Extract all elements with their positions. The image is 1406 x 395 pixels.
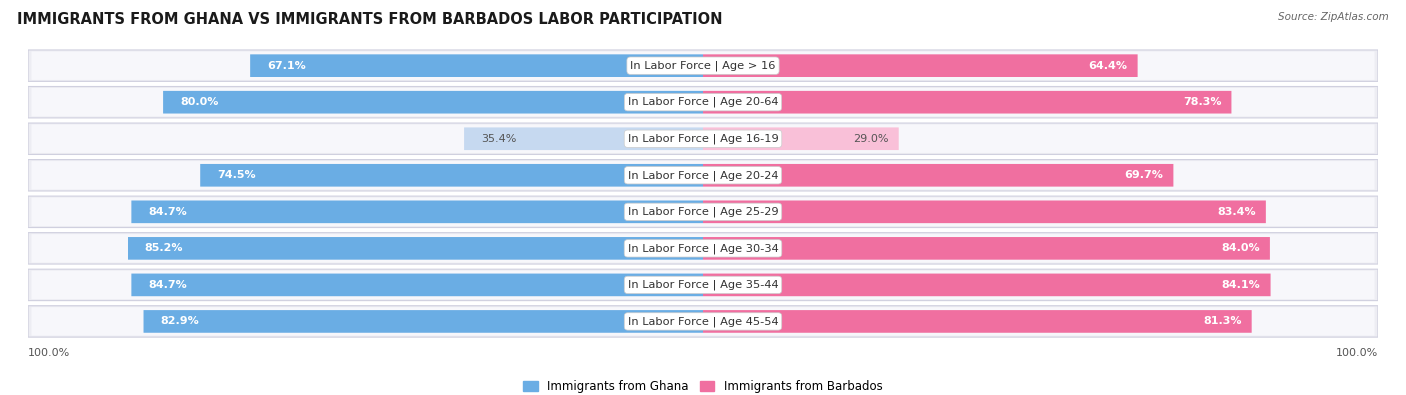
- FancyBboxPatch shape: [128, 237, 703, 260]
- Text: 100.0%: 100.0%: [28, 348, 70, 358]
- FancyBboxPatch shape: [28, 306, 1378, 337]
- FancyBboxPatch shape: [28, 196, 1378, 228]
- Text: 74.5%: 74.5%: [217, 170, 256, 180]
- FancyBboxPatch shape: [131, 201, 703, 223]
- FancyBboxPatch shape: [703, 164, 1174, 186]
- Text: 78.3%: 78.3%: [1182, 97, 1222, 107]
- Text: 29.0%: 29.0%: [853, 134, 889, 144]
- FancyBboxPatch shape: [28, 269, 1378, 301]
- Text: 64.4%: 64.4%: [1088, 61, 1128, 71]
- FancyBboxPatch shape: [31, 271, 1375, 299]
- Text: 35.4%: 35.4%: [481, 134, 516, 144]
- Legend: Immigrants from Ghana, Immigrants from Barbados: Immigrants from Ghana, Immigrants from B…: [519, 376, 887, 395]
- FancyBboxPatch shape: [31, 307, 1375, 336]
- Text: 80.0%: 80.0%: [180, 97, 218, 107]
- FancyBboxPatch shape: [163, 91, 703, 113]
- Text: 82.9%: 82.9%: [160, 316, 200, 326]
- Text: 100.0%: 100.0%: [1336, 348, 1378, 358]
- FancyBboxPatch shape: [28, 50, 1378, 81]
- FancyBboxPatch shape: [703, 128, 898, 150]
- FancyBboxPatch shape: [28, 123, 1378, 154]
- Text: 83.4%: 83.4%: [1218, 207, 1256, 217]
- Text: 69.7%: 69.7%: [1125, 170, 1163, 180]
- FancyBboxPatch shape: [31, 124, 1375, 153]
- FancyBboxPatch shape: [703, 201, 1265, 223]
- Text: IMMIGRANTS FROM GHANA VS IMMIGRANTS FROM BARBADOS LABOR PARTICIPATION: IMMIGRANTS FROM GHANA VS IMMIGRANTS FROM…: [17, 12, 723, 27]
- FancyBboxPatch shape: [200, 164, 703, 186]
- FancyBboxPatch shape: [703, 310, 1251, 333]
- FancyBboxPatch shape: [703, 237, 1270, 260]
- FancyBboxPatch shape: [28, 233, 1378, 264]
- Text: 85.2%: 85.2%: [145, 243, 183, 253]
- FancyBboxPatch shape: [703, 55, 1137, 77]
- FancyBboxPatch shape: [703, 91, 1232, 113]
- Text: 84.7%: 84.7%: [148, 207, 187, 217]
- Text: 84.1%: 84.1%: [1222, 280, 1260, 290]
- FancyBboxPatch shape: [143, 310, 703, 333]
- Text: 84.7%: 84.7%: [148, 280, 187, 290]
- FancyBboxPatch shape: [703, 274, 1271, 296]
- FancyBboxPatch shape: [31, 161, 1375, 190]
- Text: In Labor Force | Age 30-34: In Labor Force | Age 30-34: [627, 243, 779, 254]
- Text: 67.1%: 67.1%: [267, 61, 305, 71]
- FancyBboxPatch shape: [31, 51, 1375, 80]
- FancyBboxPatch shape: [31, 198, 1375, 226]
- Text: In Labor Force | Age > 16: In Labor Force | Age > 16: [630, 60, 776, 71]
- Text: In Labor Force | Age 16-19: In Labor Force | Age 16-19: [627, 134, 779, 144]
- FancyBboxPatch shape: [31, 234, 1375, 263]
- FancyBboxPatch shape: [464, 128, 703, 150]
- FancyBboxPatch shape: [250, 55, 703, 77]
- Text: 81.3%: 81.3%: [1204, 316, 1241, 326]
- Text: In Labor Force | Age 35-44: In Labor Force | Age 35-44: [627, 280, 779, 290]
- Text: Source: ZipAtlas.com: Source: ZipAtlas.com: [1278, 12, 1389, 22]
- Text: 84.0%: 84.0%: [1222, 243, 1260, 253]
- FancyBboxPatch shape: [28, 160, 1378, 191]
- Text: In Labor Force | Age 20-64: In Labor Force | Age 20-64: [627, 97, 779, 107]
- FancyBboxPatch shape: [28, 87, 1378, 118]
- FancyBboxPatch shape: [131, 274, 703, 296]
- Text: In Labor Force | Age 20-24: In Labor Force | Age 20-24: [627, 170, 779, 181]
- Text: In Labor Force | Age 45-54: In Labor Force | Age 45-54: [627, 316, 779, 327]
- FancyBboxPatch shape: [31, 88, 1375, 117]
- Text: In Labor Force | Age 25-29: In Labor Force | Age 25-29: [627, 207, 779, 217]
